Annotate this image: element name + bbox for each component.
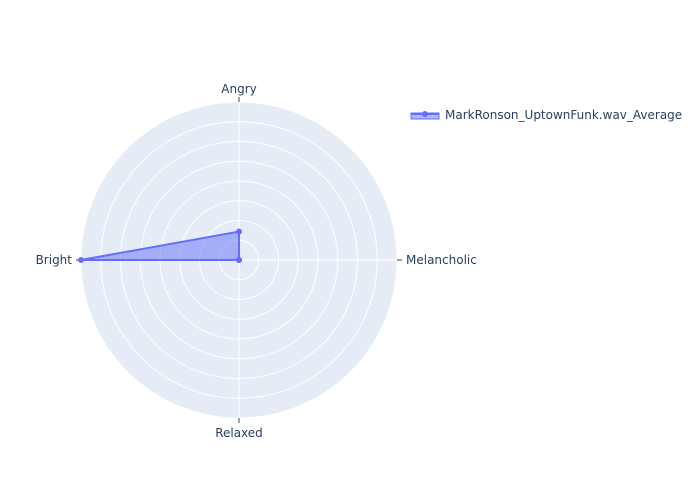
legend[interactable]: MarkRonson_UptownFunk.wav_Average (410, 108, 682, 122)
data-point-relaxed[interactable] (236, 257, 242, 263)
axis-label-relaxed: Relaxed (215, 426, 263, 440)
axis-label-angry: Angry (221, 82, 256, 96)
data-point-bright[interactable] (78, 257, 84, 263)
legend-marker (422, 111, 428, 117)
data-point-angry[interactable] (236, 228, 242, 235)
legend-label: MarkRonson_UptownFunk.wav_Average (445, 108, 682, 122)
legend-item[interactable]: MarkRonson_UptownFunk.wav_Average (410, 108, 682, 122)
series-area[interactable] (80, 230, 240, 261)
axis-labels: Angry Melancholic Relaxed Bright (36, 82, 477, 440)
axis-label-bright: Bright (36, 253, 73, 267)
axis-label-melancholic: Melancholic (406, 253, 477, 267)
series-layer (78, 228, 242, 263)
